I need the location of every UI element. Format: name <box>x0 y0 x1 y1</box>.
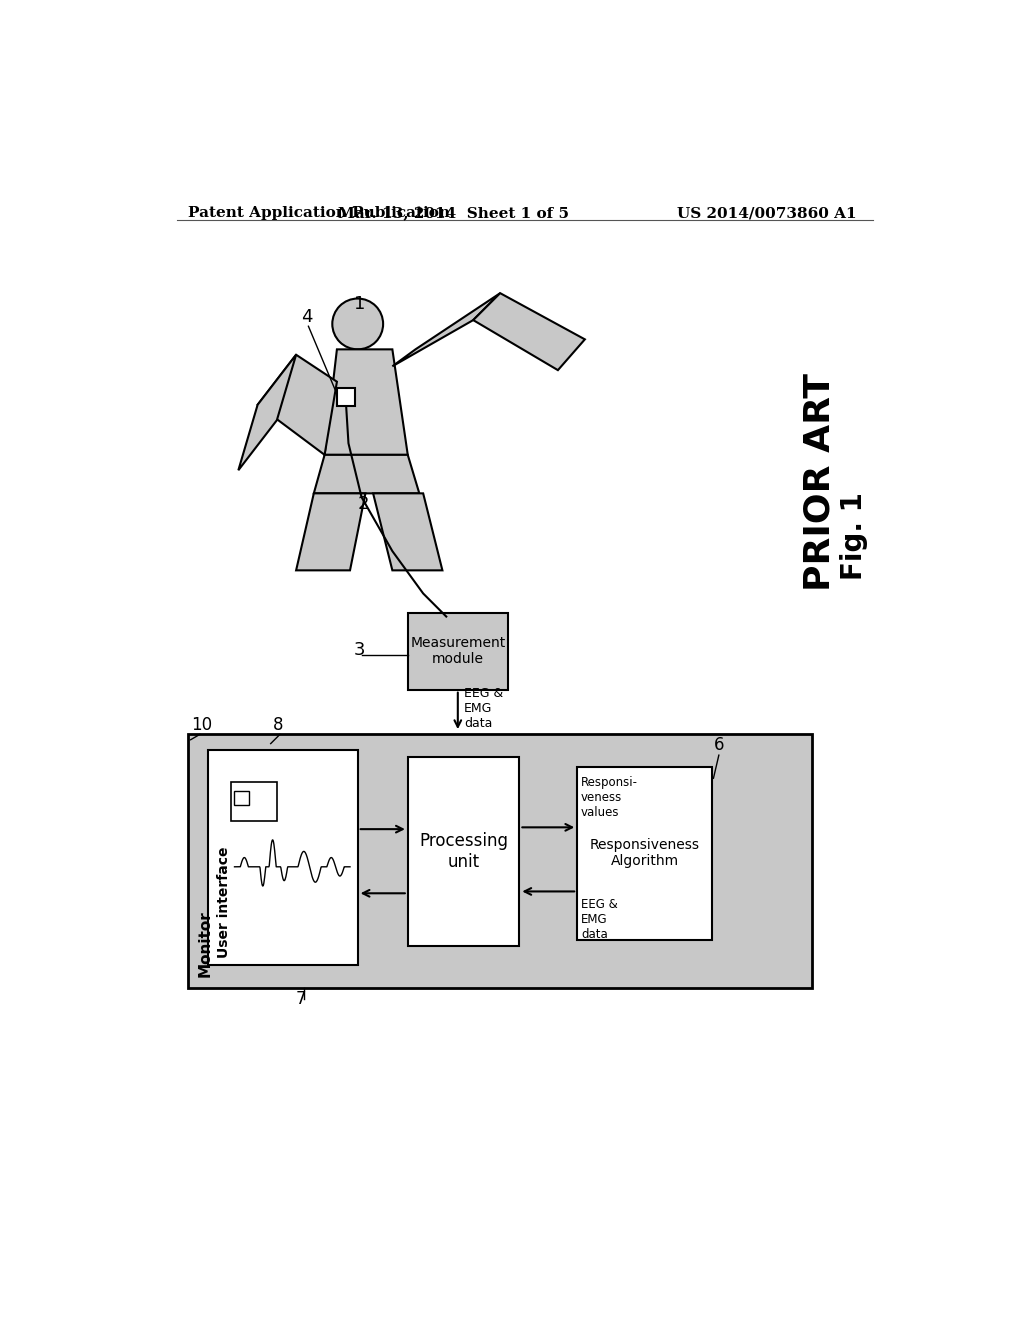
Text: PRIOR ART: PRIOR ART <box>803 372 837 591</box>
Circle shape <box>333 298 383 350</box>
Polygon shape <box>373 494 442 570</box>
FancyBboxPatch shape <box>578 767 712 940</box>
Polygon shape <box>313 455 419 494</box>
Text: Responsi-
veness
values: Responsi- veness values <box>581 776 638 820</box>
FancyBboxPatch shape <box>408 758 519 946</box>
Polygon shape <box>473 293 585 370</box>
Text: Patent Application Publication: Patent Application Publication <box>188 206 451 220</box>
Text: Processing
unit: Processing unit <box>419 833 508 871</box>
Polygon shape <box>392 293 500 367</box>
Polygon shape <box>296 494 366 570</box>
Text: Fig. 1: Fig. 1 <box>841 492 868 579</box>
Text: EEG &
EMG
data: EEG & EMG data <box>464 688 503 730</box>
FancyBboxPatch shape <box>408 612 508 689</box>
FancyBboxPatch shape <box>337 388 355 407</box>
Text: Monitor: Monitor <box>198 911 213 977</box>
Text: User interface: User interface <box>217 846 230 958</box>
Text: 1: 1 <box>354 294 366 313</box>
FancyBboxPatch shape <box>188 734 812 989</box>
Text: 4: 4 <box>301 308 313 326</box>
Polygon shape <box>325 350 408 455</box>
Text: 7: 7 <box>296 990 306 1008</box>
FancyBboxPatch shape <box>233 792 249 805</box>
Text: 3: 3 <box>354 642 366 659</box>
Polygon shape <box>239 355 296 470</box>
Text: US 2014/0073860 A1: US 2014/0073860 A1 <box>677 206 857 220</box>
Text: EEG &
EMG
data: EEG & EMG data <box>581 898 617 941</box>
Text: 6: 6 <box>714 735 725 754</box>
Text: Responsiveness
Algorithm: Responsiveness Algorithm <box>590 838 699 869</box>
Polygon shape <box>258 355 337 455</box>
FancyBboxPatch shape <box>208 750 357 965</box>
Text: 8: 8 <box>273 715 284 734</box>
Text: Mar. 13, 2014  Sheet 1 of 5: Mar. 13, 2014 Sheet 1 of 5 <box>339 206 569 220</box>
Text: Measurement
module: Measurement module <box>411 636 506 667</box>
Text: 10: 10 <box>191 715 213 734</box>
FancyBboxPatch shape <box>230 781 276 821</box>
Text: 2: 2 <box>357 495 370 512</box>
